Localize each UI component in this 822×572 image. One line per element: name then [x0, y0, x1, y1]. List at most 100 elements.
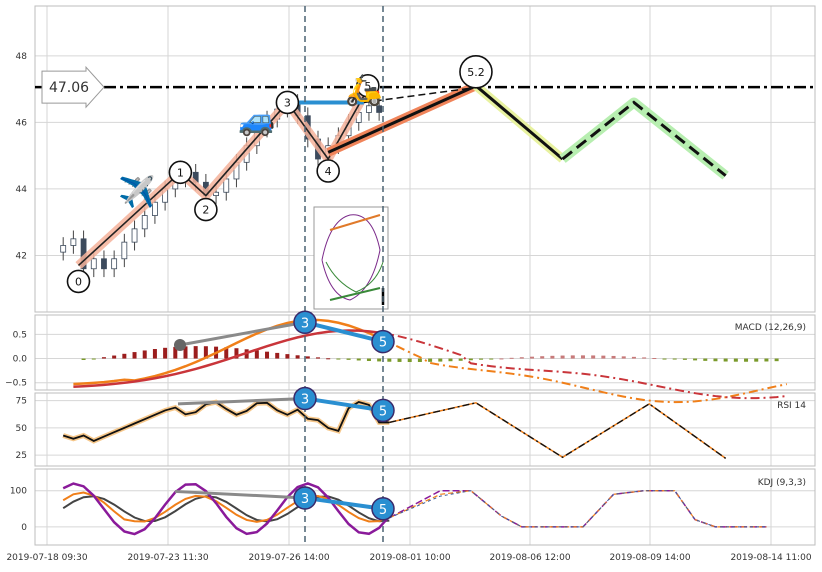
projection-label: 5.2 [467, 66, 485, 79]
kdj-connector [174, 489, 306, 500]
kdj-wave-marker [304, 495, 384, 511]
macd-histogram-bar [315, 357, 320, 359]
macd-histogram-bar [550, 355, 555, 359]
grid: 2019-07-18 09:30 2019-07-23 11:30 2019-07-… [5, 6, 815, 563]
rsi-y-tick-label: 25 [16, 451, 27, 461]
rsi-panel [62, 396, 727, 459]
macd-histogram-bar [458, 358, 463, 361]
macd-panel [73, 318, 788, 404]
kdj-label: KDJ (9,3,3) [758, 478, 806, 488]
wave-point-circle [316, 159, 340, 183]
macd-histogram-bar [397, 358, 402, 362]
macd-histogram-bar [377, 358, 382, 362]
wave-point-circle [356, 74, 380, 98]
candle-body [101, 258, 107, 270]
macd-histogram-bar [203, 346, 208, 359]
wave-point-circle [168, 160, 193, 185]
macd-histogram-bar [91, 358, 96, 360]
kdj-d-projection [389, 490, 767, 528]
macd-histogram-bar [764, 358, 769, 362]
inset-curve [329, 214, 381, 231]
macd-y-tick-label: 0.5 [13, 330, 27, 340]
panel-frames [34, 5, 816, 546]
price-y-tick-label: 48 [16, 52, 28, 62]
macd-histogram-bar [224, 347, 229, 359]
macd-histogram-bar [703, 358, 708, 361]
candle-body [60, 245, 67, 253]
candle-body [152, 201, 158, 216]
macd-histogram-bar [754, 358, 759, 362]
indicator-wave-circle [371, 329, 395, 354]
macd-histogram-bar [112, 355, 117, 359]
indicator-wave-label: 5 [379, 404, 387, 419]
macd-histogram-bar [580, 355, 585, 359]
macd-histogram-bar [479, 358, 484, 360]
macd-histogram-bar [234, 348, 239, 359]
kdj-k-projection [389, 490, 767, 528]
macd-histogram-bar [142, 350, 147, 359]
macd-histogram-bar [682, 358, 687, 360]
panel-frame [34, 5, 816, 313]
indicator-wave-circle [293, 310, 317, 335]
candle-body [376, 105, 383, 113]
macd-histogram-bar [733, 358, 738, 362]
macd-histogram-bar [723, 358, 728, 362]
macd-histogram-bar [285, 354, 290, 359]
macd-y-tick-label: −0.5 [5, 379, 27, 389]
macd-histogram-bar [173, 346, 178, 359]
macd-histogram-bar [183, 346, 188, 359]
inset-frame [313, 206, 389, 310]
inset-curve [329, 287, 381, 301]
x-tick-label: 2019-07-23 11:30 [127, 553, 208, 563]
panel-frame [34, 468, 816, 546]
macd-histogram-bar [560, 355, 565, 359]
wave-point-label: 1 [177, 166, 184, 179]
projection-line-3 [561, 100, 727, 177]
indicator-wave-label: 3 [301, 392, 309, 407]
rsi-label: RSI 14 [777, 401, 806, 411]
macd-histogram-bar [356, 358, 361, 361]
indicator-wave-label: 5 [379, 503, 387, 518]
candle-body [141, 215, 148, 230]
indicator-wave-circle [293, 386, 317, 411]
macd-histogram-bar [489, 358, 494, 360]
macd-histogram-bar [193, 346, 198, 359]
panel-frame [34, 392, 816, 467]
macd-histogram-bar [101, 357, 106, 359]
macd-histogram-bar [713, 358, 718, 362]
macd-histogram-bar [417, 358, 422, 362]
indicator-wave-label: 3 [301, 492, 309, 507]
macd-line-projection [378, 336, 788, 404]
candle-body [131, 228, 138, 243]
macd-y-tick-label: 0.0 [13, 355, 28, 365]
macd-histogram-bar [570, 355, 575, 359]
macd-histogram-bar [428, 358, 433, 362]
macd-histogram-bar [336, 358, 341, 360]
wave-point-circle [66, 269, 91, 294]
macd-histogram-bar [366, 358, 371, 362]
x-tick-label: 2019-08-14 11:00 [730, 553, 811, 563]
projection-line-1 [327, 84, 477, 154]
price-y-tick-label: 46 [16, 118, 28, 128]
macd-histogram-bar [152, 349, 157, 359]
candle-body [111, 258, 118, 270]
wave-point-label: 5 [364, 80, 371, 93]
indicator-wave-label: 5 [379, 336, 387, 351]
candle-body [70, 238, 77, 246]
x-tick-label: 2019-08-06 12:00 [489, 553, 570, 563]
macd-histogram-bar [652, 358, 657, 360]
kdj-j-projection [388, 489, 767, 528]
kdj-y-tick-label: 100 [10, 487, 27, 497]
inset-curve [321, 214, 381, 301]
macd-wave-marker [304, 320, 384, 344]
macd-label: MACD (12,26,9) [735, 323, 806, 333]
macd-histogram-bar [326, 358, 331, 360]
rsi-projection [389, 402, 727, 459]
macd-histogram-bar [499, 358, 504, 360]
wave-point-label: 2 [202, 204, 209, 217]
candle-body [366, 105, 372, 113]
rsi-connector [177, 396, 306, 406]
macd-line [73, 318, 380, 386]
candle-body [90, 258, 97, 270]
